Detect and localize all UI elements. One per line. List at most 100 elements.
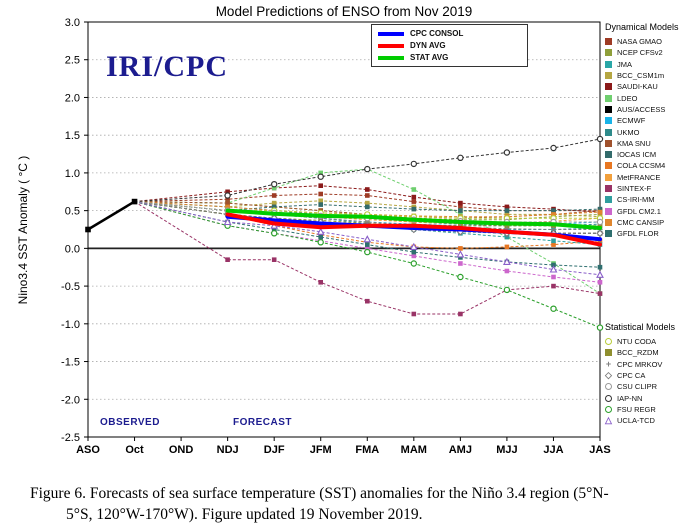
legend-label: UCLA-TCD <box>617 416 655 426</box>
circle-open-marker-icon <box>605 405 612 413</box>
legend-item: COLA CCSM4 <box>605 160 700 171</box>
legend-item: STAT AVG <box>378 53 521 62</box>
legend-label: LDEO <box>617 93 638 103</box>
legend-label: CMC CANSIP <box>617 217 665 227</box>
legend-label: IOCAS ICM <box>617 150 657 160</box>
svg-text:DJF: DJF <box>264 444 285 456</box>
legend-label: JMA <box>617 59 632 69</box>
legend-label: CPC MRKOV <box>617 359 663 369</box>
legend-label: KMA SNU <box>617 138 651 148</box>
square-marker-icon <box>605 94 612 102</box>
legend-item: MetFRANCE <box>605 172 700 183</box>
legend-item: △ UCLA-TCD <box>605 415 700 426</box>
legend-item: LDEO <box>605 92 700 103</box>
dynamical-models-list: NASA GMAO NCEP CFSv2 JMA BCC_CSM1m SAUDI-KAU… <box>605 36 700 239</box>
legend-item: NCEP CFSv2 <box>605 47 700 58</box>
legend-item: FSU REGR <box>605 404 700 415</box>
svg-text:AMJ: AMJ <box>449 444 472 456</box>
legend-label: BCC_RZDM <box>617 348 659 358</box>
legend-label: NTU CODA <box>617 337 657 347</box>
svg-text:-0.5: -0.5 <box>61 281 80 293</box>
legend-label: NASA GMAO <box>617 37 663 47</box>
legend-item: + CPC MRKOV <box>605 359 700 370</box>
line-swatch-icon <box>378 55 404 60</box>
svg-text:JAS: JAS <box>589 444 610 456</box>
legend-label: AUS/ACCESS <box>617 104 666 114</box>
statistical-models-list: NTU CODA BCC_RZDM + CPC MRKOV ◇ CPC CA CSU CLI… <box>605 336 700 426</box>
statistical-models-legend: Statistical Models NTU CODA BCC_RZDM + CPC … <box>605 322 700 426</box>
legend-item: UKMO <box>605 126 700 137</box>
legend-item: ECMWF <box>605 115 700 126</box>
diamond-open-marker-icon: ◇ <box>605 370 612 381</box>
svg-text:0.0: 0.0 <box>65 243 80 255</box>
square-marker-icon <box>605 83 612 91</box>
square-marker-icon <box>605 38 612 46</box>
svg-text:MAM: MAM <box>401 444 427 456</box>
square-marker-icon <box>605 207 612 215</box>
circle-open-marker-icon <box>605 394 612 402</box>
svg-text:2.5: 2.5 <box>65 55 80 67</box>
circle-open-marker-icon <box>605 383 612 391</box>
plus-marker-icon: + <box>605 358 612 369</box>
legend-item: NTU CODA <box>605 336 700 347</box>
svg-text:OND: OND <box>169 444 194 456</box>
legend-item: KMA SNU <box>605 138 700 149</box>
svg-text:NDJ: NDJ <box>217 444 239 456</box>
svg-text:-2.0: -2.0 <box>61 394 80 406</box>
legend-label: ECMWF <box>617 116 646 126</box>
line-swatch-icon <box>378 43 404 48</box>
triangle-open-marker-icon: △ <box>605 415 612 426</box>
square-marker-icon <box>605 72 612 80</box>
legend-item: BCC_RZDM <box>605 347 700 358</box>
svg-text:-2.5: -2.5 <box>61 432 80 444</box>
square-marker-icon <box>605 162 612 170</box>
y-axis-label: Nino3.4 SST Anomaly ( °C ) <box>16 155 30 305</box>
square-marker-icon <box>605 49 612 57</box>
svg-text:-1.5: -1.5 <box>61 357 80 369</box>
figure-caption: Figure 6. Forecasts of sea surface tempe… <box>30 484 694 526</box>
legend-item: NASA GMAO <box>605 36 700 47</box>
legend-label: IAP-NN <box>617 393 643 403</box>
chart-title: Model Predictions of ENSO from Nov 2019 <box>215 4 473 19</box>
legend-item: IOCAS ICM <box>605 149 700 160</box>
legend-item: JMA <box>605 59 700 70</box>
legend-item: AUS/ACCESS <box>605 104 700 115</box>
svg-text:3.0: 3.0 <box>65 17 80 29</box>
svg-text:ASO: ASO <box>76 444 100 456</box>
caption-line-2: 5°S, 120°W-170°W). Figure updated 19 Nov… <box>66 505 423 523</box>
svg-text:MJJ: MJJ <box>496 444 517 456</box>
legend-label: MetFRANCE <box>617 172 661 182</box>
svg-text:FMA: FMA <box>355 444 379 456</box>
legend-label: NCEP CFSv2 <box>617 48 663 58</box>
svg-text:JJA: JJA <box>543 444 563 456</box>
legend-label: GFDL CM2.1 <box>617 206 661 216</box>
legend-label: COLA CCSM4 <box>617 161 666 171</box>
dynamical-models-heading: Dynamical Models <box>605 22 679 32</box>
iri-cpc-watermark: IRI/CPC <box>106 50 229 83</box>
svg-text:-1.0: -1.0 <box>61 319 80 331</box>
legend-label: CPC CA <box>617 371 646 381</box>
legend-label: UKMO <box>617 127 640 137</box>
legend-item: SAUDI-KAU <box>605 81 700 92</box>
square-marker-icon <box>605 185 612 192</box>
square-marker-icon <box>605 60 612 68</box>
square-marker-icon <box>605 128 612 136</box>
svg-text:1.5: 1.5 <box>65 130 80 142</box>
dynamical-models-legend: Dynamical Models NASA GMAO NCEP CFSv2 JMA B… <box>605 22 700 239</box>
square-marker-icon <box>605 196 612 204</box>
legend-item: ◇ CPC CA <box>605 370 700 381</box>
plot-svg: 3.0 2.5 2.0 1.5 1.0 0.5 0.0 -0.5 -1.0 -1.5 -2.0 -2.… <box>61 17 611 456</box>
svg-text:JFM: JFM <box>310 444 332 456</box>
legend-item: CPC CONSOL <box>378 29 521 38</box>
enso-plume-chart: Model Predictions of ENSO from Nov 2019 … <box>16 4 700 456</box>
svg-text:1.0: 1.0 <box>65 168 80 180</box>
caption-line-1: Figure 6. Forecasts of sea surface tempe… <box>30 485 609 502</box>
legend-label: BCC_CSM1m <box>617 71 665 81</box>
statistical-models-heading: Statistical Models <box>605 322 676 332</box>
square-marker-icon <box>605 117 612 125</box>
line-swatch-icon <box>378 31 404 36</box>
legend-item: IAP-NN <box>605 392 700 403</box>
legend-item: GFDL CM2.1 <box>605 205 700 216</box>
legend-item: CSU CLIPR <box>605 381 700 392</box>
